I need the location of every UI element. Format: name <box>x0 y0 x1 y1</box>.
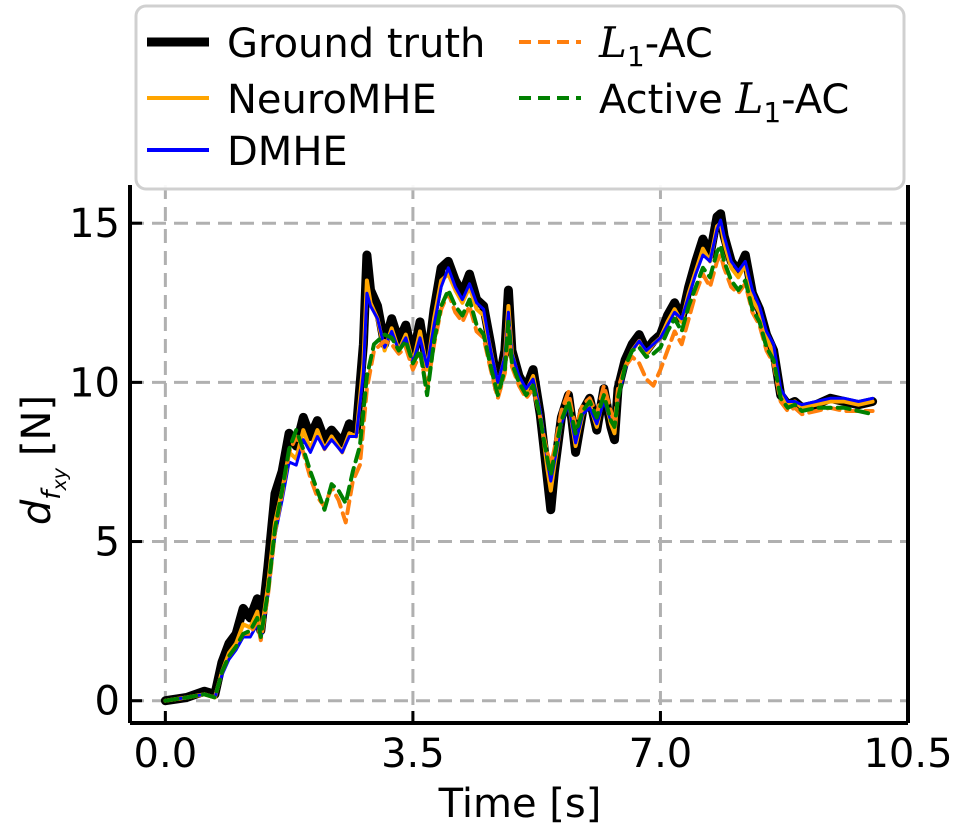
legend-script: L <box>734 74 763 123</box>
legend-entry-label-4: Active L1-AC <box>599 74 849 129</box>
series-line-1 <box>163 221 875 703</box>
y-tick-label: 5 <box>95 520 120 566</box>
y-tick-label: 10 <box>69 360 120 406</box>
x-tick-label: 10.5 <box>863 731 952 777</box>
legend-suffix: DMHE <box>227 129 348 175</box>
series-line-0 <box>160 209 878 706</box>
legend-entry-label-0: Ground truth <box>227 21 485 67</box>
series-lines <box>160 209 878 706</box>
legend-suffix: -AC <box>781 77 849 123</box>
legend-suffix: NeuroMHE <box>227 77 437 123</box>
legend-suffix: -AC <box>645 21 713 67</box>
series-line-4 <box>163 243 875 703</box>
y-axis-title: dfxy[N] <box>14 395 71 525</box>
tick-labels: 0.0 3.5 7.0 10.5 0 5 10 15 <box>69 201 952 777</box>
axes <box>128 185 910 725</box>
legend-sub: 1 <box>627 40 645 73</box>
series-line-2 <box>163 218 875 703</box>
y-tick-label: 0 <box>95 679 120 725</box>
legend-entry-label-1: NeuroMHE <box>227 77 437 123</box>
legend-suffix: Ground truth <box>227 21 485 67</box>
x-tick-label: 7.0 <box>629 731 693 777</box>
grid-lines <box>130 185 910 723</box>
x-axis-title: Time [s] <box>438 781 602 827</box>
legend-sub: 1 <box>763 96 781 129</box>
legend-prefix: Active <box>599 77 735 123</box>
y-tick-label: 15 <box>69 201 120 247</box>
x-tick-label: 0.0 <box>134 731 198 777</box>
legend-script: L <box>598 18 627 67</box>
y-axis-title-subsub: xy <box>49 467 71 491</box>
x-tick-label: 3.5 <box>381 731 445 777</box>
legend-entry-label-3: L1-AC <box>598 18 713 73</box>
legend-entry-label-2: DMHE <box>227 129 348 175</box>
y-axis-title-main: d <box>14 499 60 525</box>
y-axis-title-unit: [N] <box>14 395 60 456</box>
